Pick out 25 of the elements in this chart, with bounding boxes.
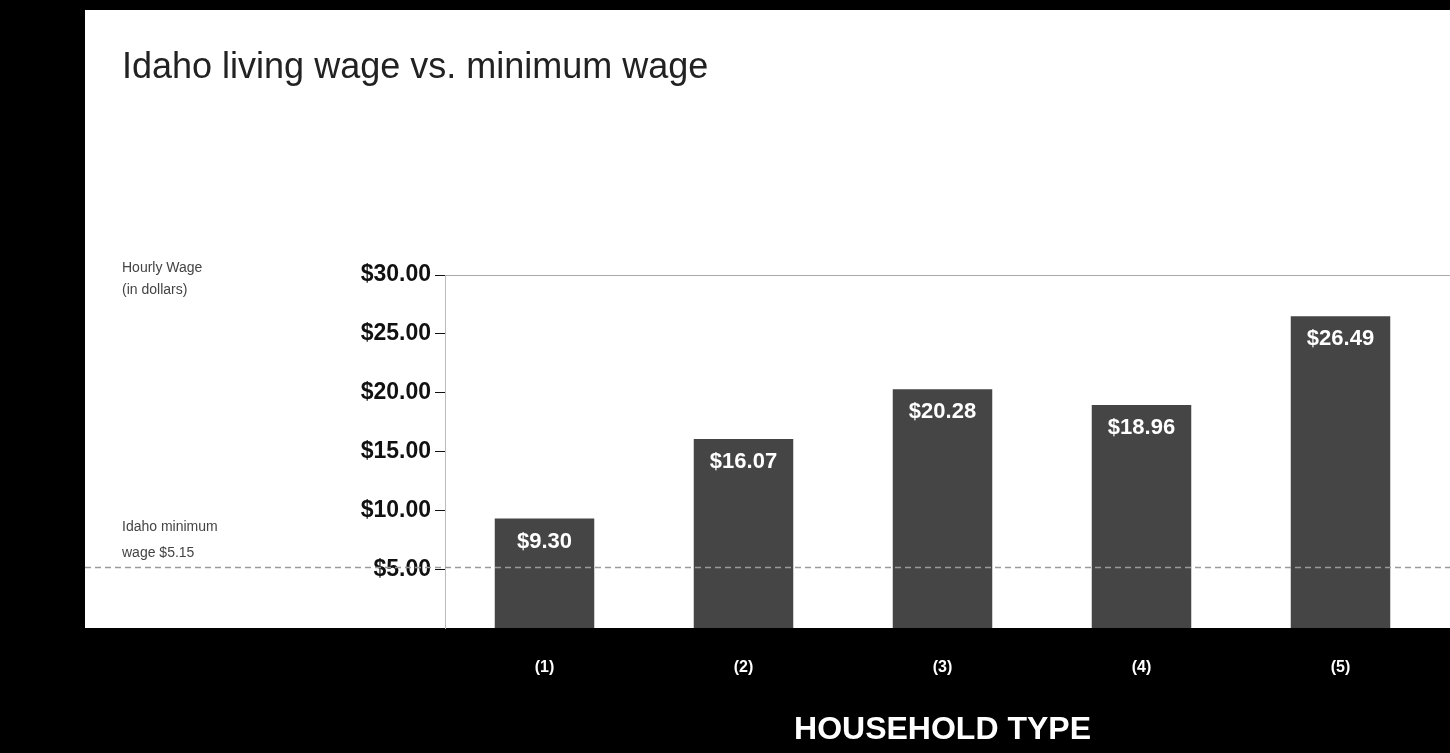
data-label: $26.49 <box>1306 325 1375 351</box>
text: Hourly Wage (in dollars) <box>122 259 203 297</box>
x-axis-title: HOUSEHOLD TYPE <box>794 709 1091 746</box>
y-tick-label: $10.00 <box>360 495 431 522</box>
data-label: $16.07 <box>709 447 778 473</box>
bar <box>494 518 595 628</box>
y-tick-label: $20.00 <box>360 378 431 405</box>
x-tick-label: (4) <box>1131 658 1152 676</box>
bar <box>892 389 993 628</box>
data-label: $20.28 <box>908 398 977 424</box>
ref-line-label: Idaho minimum wage $5.15 <box>121 518 218 561</box>
bar <box>1091 404 1192 628</box>
x-tick-label: (3) <box>932 658 953 676</box>
x-tick-label: (1) <box>534 658 555 676</box>
y-tick-label: $25.00 <box>360 319 431 346</box>
x-tick-label: (5) <box>1330 658 1351 676</box>
data-label: $18.96 <box>1107 413 1176 439</box>
y-tick-label: $30.00 <box>360 260 431 287</box>
y-tick-label: $15.00 <box>360 436 431 463</box>
bar <box>693 438 794 628</box>
chart-title: Idaho living wage vs. minimum wage <box>122 45 709 86</box>
y-tick-label: $5.00 <box>373 554 431 581</box>
data-label: $9.30 <box>516 527 573 553</box>
bar <box>1290 316 1391 628</box>
x-tick-label: (2) <box>733 658 754 676</box>
